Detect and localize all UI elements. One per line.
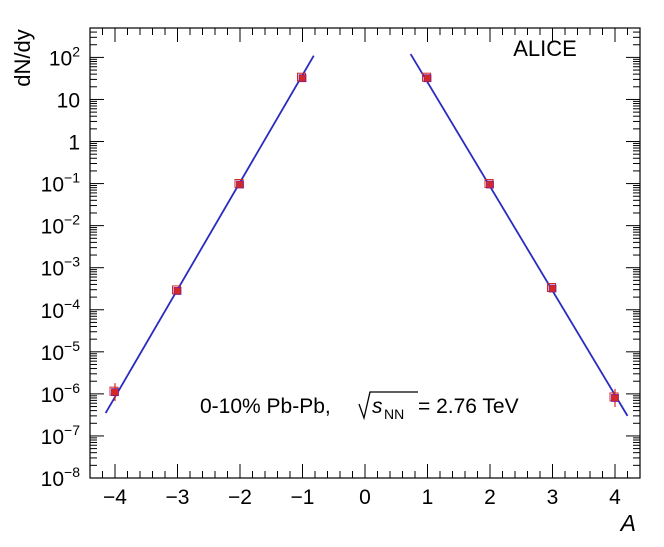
y-tick-label: 102 bbox=[49, 43, 80, 70]
data-points bbox=[109, 72, 619, 407]
svg-text:= 2.76 TeV: = 2.76 TeV bbox=[418, 395, 519, 418]
data-point bbox=[486, 180, 494, 189]
x-tick-label: 0 bbox=[359, 486, 371, 509]
x-tick-labels: −4 −3 −2 −1 0 1 2 3 4 bbox=[103, 486, 621, 509]
fit-line bbox=[409, 53, 629, 417]
y-tick-label: 10−6 bbox=[41, 380, 81, 407]
y-tick-label: 10−2 bbox=[41, 212, 81, 239]
data-point bbox=[173, 287, 182, 295]
y-axis-title: dN/dy bbox=[10, 29, 35, 86]
data-point bbox=[236, 180, 244, 189]
data-point bbox=[423, 74, 432, 83]
svg-text:NN: NN bbox=[384, 406, 404, 422]
data-point bbox=[111, 388, 119, 397]
x-tick-label: 1 bbox=[422, 486, 434, 509]
collision-system-label: 0-10% Pb-Pb, s NN = 2.76 TeV bbox=[200, 391, 519, 422]
data-point bbox=[548, 284, 557, 293]
x-tick-label: 3 bbox=[547, 486, 559, 509]
y-tick-label: 10−4 bbox=[41, 296, 81, 323]
x-tick-label: −3 bbox=[166, 486, 190, 509]
x-tick-label: −1 bbox=[291, 486, 315, 509]
axis-ticks bbox=[89, 27, 641, 479]
y-tick-label: 10−7 bbox=[41, 422, 81, 449]
x-tick-label: 2 bbox=[484, 486, 496, 509]
experiment-label: ALICE bbox=[513, 36, 577, 61]
y-tick-label: 1 bbox=[68, 132, 80, 155]
y-tick-label: 10−1 bbox=[41, 170, 81, 197]
y-tick-label: 10 bbox=[57, 89, 80, 112]
y-tick-label: 10−3 bbox=[41, 254, 81, 281]
x-axis-title: A bbox=[619, 510, 636, 536]
svg-text:s: s bbox=[372, 395, 383, 418]
x-tick-label: −2 bbox=[228, 486, 252, 509]
y-tick-label: 10−5 bbox=[41, 338, 81, 365]
fit-line bbox=[104, 55, 315, 414]
sqrt-sign bbox=[358, 391, 418, 421]
y-tick-label: 10−8 bbox=[41, 464, 81, 491]
plot-frame bbox=[89, 27, 641, 479]
y-tick-labels: 10−8 10−7 10−6 10−5 10−4 10−3 10−2 10−1 1 10 102 bbox=[41, 43, 81, 491]
x-tick-label: −4 bbox=[103, 486, 127, 509]
data-point bbox=[611, 394, 619, 402]
svg-text:0-10% Pb-Pb,: 0-10% Pb-Pb, bbox=[200, 395, 331, 418]
fit-lines bbox=[104, 53, 629, 417]
x-tick-label: 4 bbox=[609, 486, 621, 509]
data-point bbox=[298, 74, 307, 83]
